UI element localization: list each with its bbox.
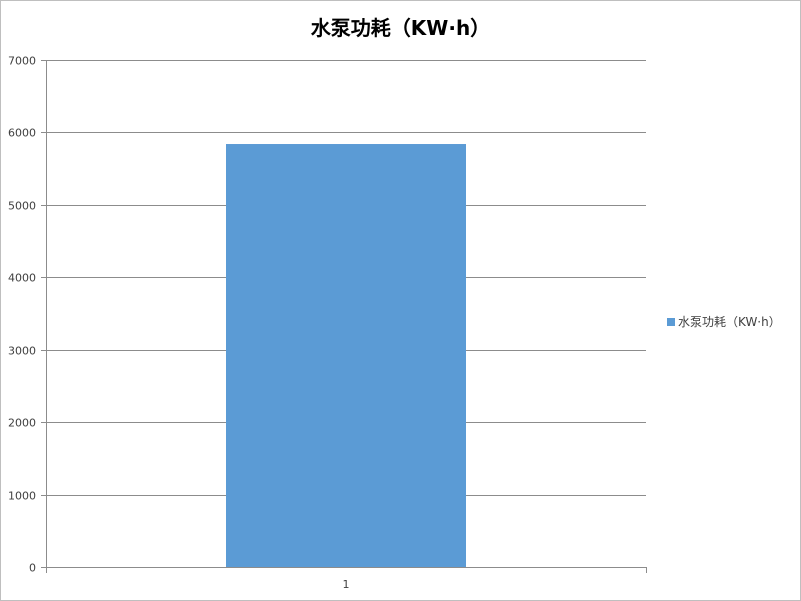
- x-tick-label: 1: [343, 578, 350, 591]
- y-axis-ticks: 0 1000 2000 3000 4000 5000 6000 7000: [8, 55, 46, 575]
- y-tick-label: 4000: [8, 272, 36, 285]
- x-axis-ticks: 1: [46, 567, 647, 591]
- y-tick-label: 7000: [8, 55, 36, 68]
- bar: [226, 144, 466, 567]
- y-tick-label: 1000: [8, 490, 36, 503]
- chart-title: 水泵功耗（KW·h）: [310, 16, 491, 40]
- y-tick-label: 0: [29, 562, 36, 575]
- y-tick-label: 5000: [8, 200, 36, 213]
- legend-swatch: [667, 318, 675, 326]
- legend-label: 水泵功耗（KW·h）: [678, 315, 781, 329]
- legend: 水泵功耗（KW·h）: [667, 315, 781, 329]
- axes: [46, 60, 646, 568]
- y-tick-label: 2000: [8, 417, 36, 430]
- y-tick-label: 6000: [8, 127, 36, 140]
- y-tick-label: 3000: [8, 345, 36, 358]
- bars: [226, 144, 466, 567]
